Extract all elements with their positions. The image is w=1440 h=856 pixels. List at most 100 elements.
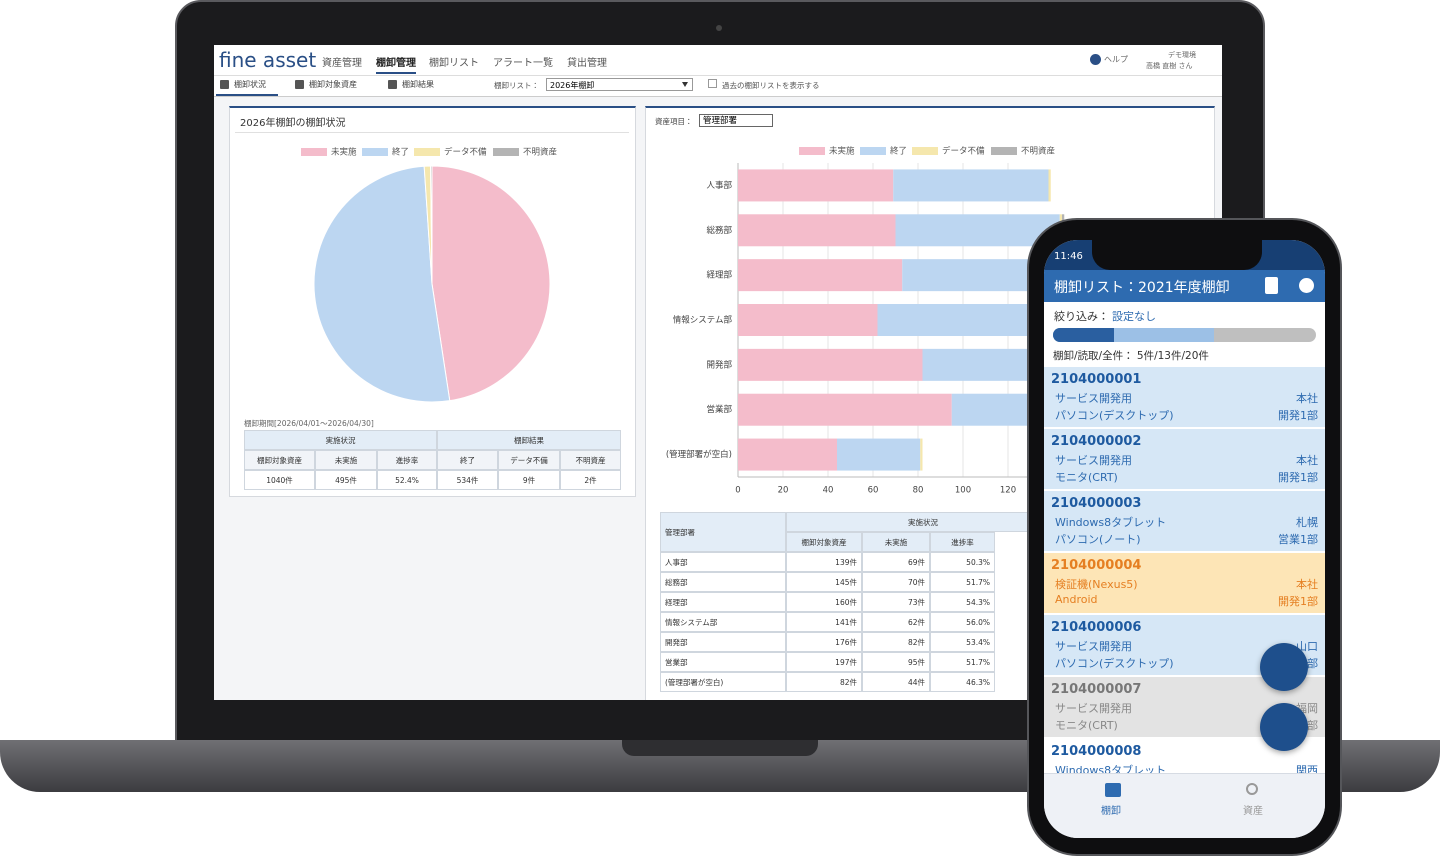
column-header: 終了 [437, 450, 498, 470]
item-label: 資産項目： [655, 117, 693, 126]
tab-icon [1246, 783, 1258, 795]
subnav-tab[interactable]: 棚卸対象資産 [309, 80, 357, 89]
list-label: 棚卸リスト： [494, 81, 539, 90]
bottom-nav [1044, 773, 1325, 838]
nav-item[interactable]: 棚卸リスト [429, 58, 479, 69]
bar-segment [738, 259, 903, 292]
y-tick-label: 情報システム部 [673, 315, 733, 326]
bottom-tab[interactable]: 資産 [1243, 806, 1263, 817]
column-header: 管理部署 [660, 512, 786, 552]
table-cell: 44件 [862, 672, 930, 692]
nav-item[interactable]: 棚卸管理 [376, 54, 416, 74]
bar-segment [738, 304, 878, 336]
column-header: 未実施 [315, 450, 377, 470]
active-tab-line [216, 94, 278, 96]
legend-swatch [991, 147, 1017, 155]
legend-label: 不明資産 [1021, 146, 1056, 157]
item-line2: モニタ(CRT) [1055, 719, 1118, 732]
item-line2: パソコン(デスクトップ) [1055, 409, 1174, 422]
bar-segment [738, 393, 952, 426]
bar-segment [738, 214, 896, 247]
bar-segment [837, 438, 921, 471]
fab-scan[interactable] [1260, 703, 1308, 751]
x-tick-label: 0 [735, 486, 740, 496]
table-cell: 経理部 [660, 592, 786, 612]
item-line1: Windows8タブレット [1055, 516, 1167, 529]
column-header: 進捗率 [930, 532, 995, 552]
user[interactable]: 高橋 直樹 さん [1146, 62, 1193, 70]
table-cell: 82件 [862, 632, 930, 652]
item-place: 札幌 [1296, 516, 1318, 529]
table-cell: 53.4% [930, 632, 995, 652]
y-tick-label: 開発部 [706, 360, 732, 370]
notch [1092, 240, 1262, 270]
bar-segment [1048, 169, 1051, 202]
checkbox[interactable] [708, 79, 717, 88]
help[interactable]: ヘルプ [1104, 55, 1128, 64]
settings-icon[interactable] [1299, 278, 1314, 293]
column-header: 棚卸対象資産 [786, 532, 862, 552]
legend-swatch [414, 148, 440, 156]
item-dept: 開発1部 [1278, 409, 1318, 422]
table-cell: 139件 [786, 552, 862, 572]
item-line2: パソコン(デスクトップ) [1055, 657, 1174, 670]
item-id: 2104000002 [1051, 434, 1142, 449]
x-tick-label: 60 [868, 486, 879, 496]
phone-screen: 11:46 棚卸リスト：2021年度棚卸 絞り込み： 設定なし 棚卸/読取/全件： 5件… [1044, 240, 1325, 838]
pie-slice [431, 165, 551, 402]
table-cell: 82件 [786, 672, 862, 692]
list-item[interactable]: 2104000004 検証機(Nexus5) Android 本社 開発1部 [1044, 553, 1325, 615]
list-item[interactable]: 2104000003 Windows8タブレット パソコン(ノート) 札幌 営業1部 [1044, 491, 1325, 553]
item-line1: 検証機(Nexus5) [1055, 578, 1138, 591]
item-line2: パソコン(ノート) [1055, 533, 1141, 546]
subnav-tab[interactable]: 棚卸状況 [234, 80, 266, 89]
y-tick-label: 総務部 [706, 225, 732, 236]
legend-swatch [860, 147, 886, 155]
legend-swatch [799, 147, 825, 155]
table-cell: 51.7% [930, 652, 995, 672]
bottom-tab[interactable]: 棚卸 [1101, 806, 1121, 817]
x-tick-label: 120 [1000, 486, 1016, 496]
period: 棚卸期間[2026/04/01～2026/04/30] [244, 419, 374, 428]
nav-item[interactable]: アラート一覧 [493, 58, 553, 69]
x-tick-label: 100 [955, 486, 971, 496]
env: デモ環境 [1168, 51, 1196, 59]
app-title: 棚卸リスト：2021年度棚卸 [1054, 280, 1230, 296]
table-cell: 160件 [786, 592, 862, 612]
doc-icon[interactable] [1265, 277, 1278, 294]
header-bar [214, 45, 1222, 76]
item-id: 2104000007 [1051, 682, 1142, 697]
table-cell: 情報システム部 [660, 612, 786, 632]
item-dept: 開発1部 [1278, 471, 1318, 484]
list-select[interactable]: 2026年棚卸 [546, 78, 693, 91]
legend-swatch [493, 148, 519, 156]
nav-item[interactable]: 資産管理 [322, 58, 362, 69]
pie-slice [313, 165, 451, 403]
bar-segment [877, 304, 1053, 336]
app-bar [1044, 270, 1325, 302]
list-item[interactable]: 2104000002 サービス開発用 モニタ(CRT) 本社 開発1部 [1044, 429, 1325, 491]
column-header: 未実施 [862, 532, 930, 552]
counts: 棚卸/読取/全件： 5件/13件/20件 [1053, 350, 1209, 362]
bar-segment [893, 169, 1049, 202]
list-item[interactable]: 2104000001 サービス開発用 パソコン(デスクトップ) 本社 開発1部 [1044, 367, 1325, 429]
column-header: データ不備 [498, 450, 560, 470]
nav-item[interactable]: 貸出管理 [567, 58, 607, 69]
item-place: 本社 [1296, 454, 1318, 467]
legend-label: 未実施 [331, 147, 357, 158]
legend-label: 終了 [890, 146, 907, 157]
table-cell: 54.3% [930, 592, 995, 612]
item-line1: サービス開発用 [1055, 702, 1132, 715]
column-header: 不明資産 [560, 450, 621, 470]
fab-camera[interactable] [1260, 643, 1308, 691]
legend-label: データ不備 [444, 147, 487, 158]
progress-done [1053, 328, 1114, 342]
subnav-tab[interactable]: 棚卸結果 [402, 80, 434, 89]
tab-icon [388, 80, 397, 89]
filter-value[interactable]: 設定なし [1112, 310, 1156, 323]
item-line1: サービス開発用 [1055, 392, 1132, 405]
table-cell: 9件 [498, 470, 560, 490]
table-cell: 1040件 [244, 470, 315, 490]
item-select[interactable]: 管理部署 [699, 114, 773, 127]
